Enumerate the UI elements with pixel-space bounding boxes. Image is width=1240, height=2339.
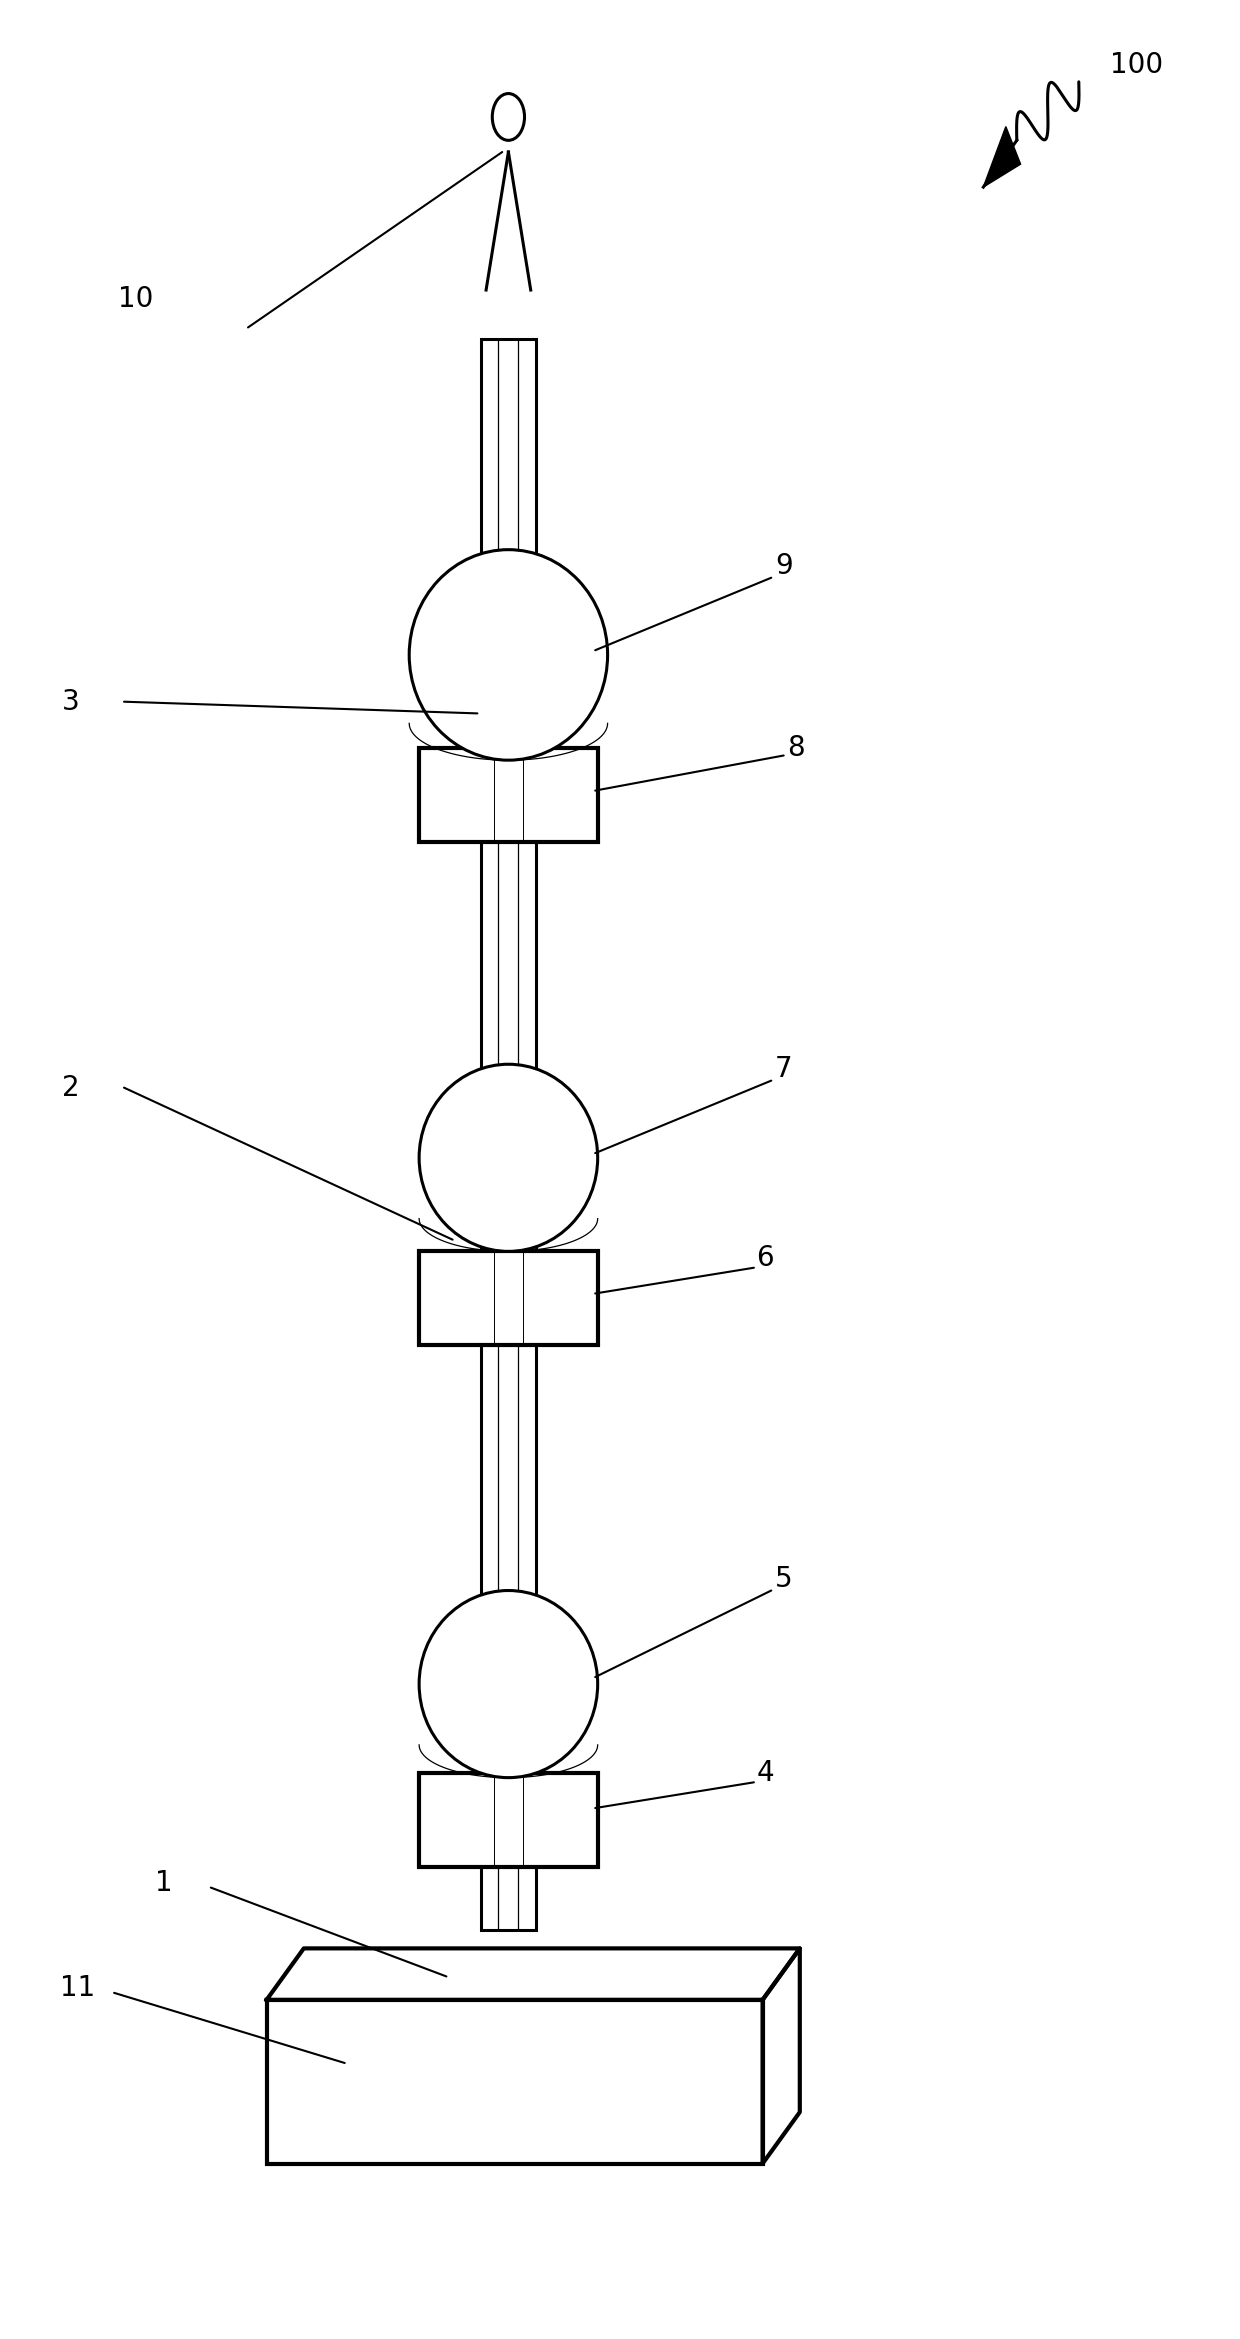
- Bar: [267, 2000, 763, 2164]
- Text: 1: 1: [155, 1869, 172, 1897]
- Text: 9: 9: [775, 552, 792, 580]
- Ellipse shape: [409, 550, 608, 760]
- Ellipse shape: [419, 1591, 598, 1778]
- Bar: [419, 1251, 598, 1345]
- Text: 10: 10: [118, 285, 154, 313]
- Text: 6: 6: [756, 1244, 774, 1272]
- Polygon shape: [983, 126, 1021, 187]
- Text: 5: 5: [775, 1565, 792, 1593]
- Text: 2: 2: [62, 1074, 79, 1102]
- Ellipse shape: [419, 1064, 598, 1251]
- Bar: [481, 339, 536, 1930]
- Text: 11: 11: [60, 1974, 94, 2002]
- Text: 3: 3: [62, 688, 79, 716]
- Text: 7: 7: [775, 1055, 792, 1083]
- Ellipse shape: [492, 94, 525, 140]
- Text: 100: 100: [1110, 51, 1163, 80]
- Bar: [419, 1773, 598, 1867]
- Text: 8: 8: [787, 734, 805, 763]
- Bar: [419, 748, 598, 842]
- Text: 4: 4: [756, 1759, 774, 1787]
